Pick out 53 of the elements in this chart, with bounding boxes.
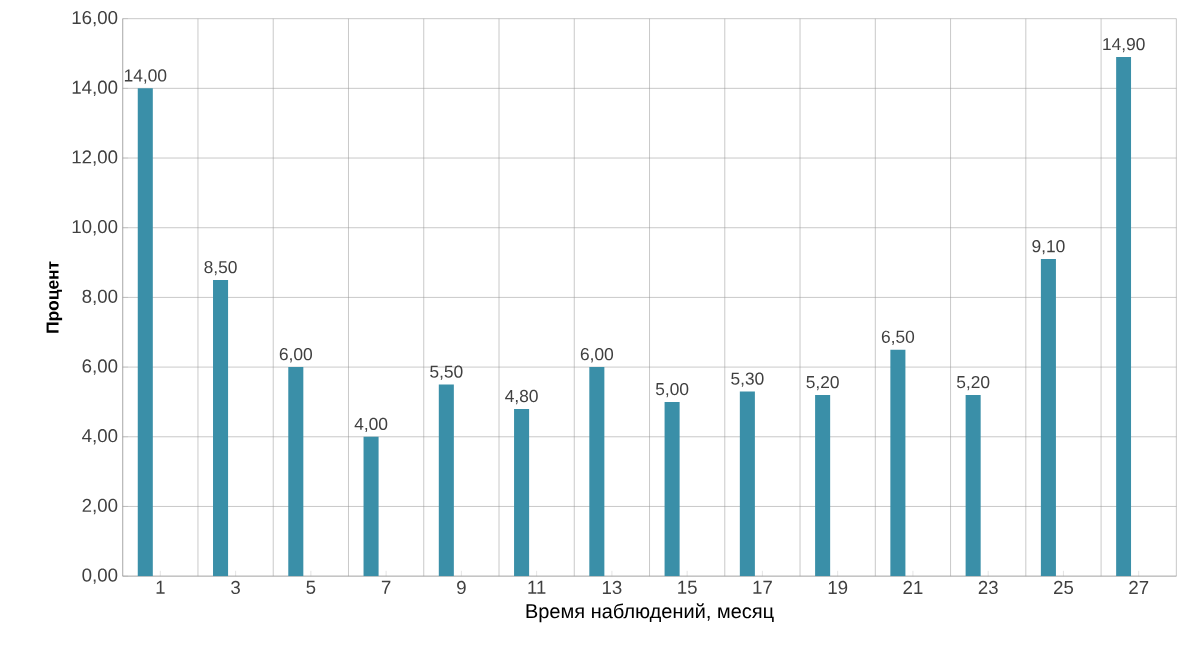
bar [664, 402, 680, 577]
y-tick-label: 2,00 [82, 498, 118, 515]
data-label: 6,00 [580, 348, 614, 363]
y-tick-label: 0,00 [82, 568, 118, 584]
x-tick-label: 19 [828, 580, 848, 595]
x-tick-label: 13 [602, 580, 622, 595]
bar [1040, 259, 1056, 577]
y-tick-label: 6,00 [82, 359, 118, 375]
x-tick-label: 17 [753, 580, 772, 594]
data-label: 14,00 [124, 69, 167, 84]
bar [438, 384, 454, 577]
bar [815, 395, 831, 577]
bar [137, 88, 153, 577]
x-tick-label: 1 [156, 580, 165, 594]
data-label: 5,50 [430, 365, 463, 380]
x-tick-label: 7 [381, 580, 391, 594]
bar [213, 280, 229, 577]
x-tick-label: 15 [678, 580, 697, 594]
data-label: 4,00 [354, 417, 388, 433]
data-label: 5,20 [956, 376, 990, 391]
bar [965, 395, 981, 577]
data-label: 5,00 [655, 382, 689, 398]
x-tick-label: 23 [978, 580, 998, 595]
data-label: 9,10 [1032, 240, 1065, 255]
x-axis-title: Время наблюдений, месяц [526, 603, 774, 623]
y-tick-label: 14,00 [72, 80, 118, 97]
y-axis-title: Процент [46, 261, 63, 333]
bar [363, 436, 379, 577]
y-tick-label: 4,00 [82, 429, 118, 445]
bar [589, 367, 605, 577]
x-tick-label: 25 [1054, 580, 1074, 595]
x-tick-label: 5 [306, 580, 316, 594]
x-tick-label: 27 [1129, 580, 1149, 594]
y-tick-label: 10,00 [72, 220, 118, 236]
data-label: 5,20 [806, 376, 839, 391]
y-tick-label: 16,00 [72, 11, 118, 27]
bar [890, 349, 906, 577]
data-label: 6,00 [279, 348, 313, 363]
y-tick-label: 8,00 [82, 289, 118, 306]
data-label: 14,90 [1103, 38, 1145, 53]
data-label: 5,30 [731, 372, 764, 387]
x-tick-label: 21 [903, 580, 923, 594]
x-tick-label: 9 [457, 580, 466, 595]
bar [288, 367, 304, 577]
bar [514, 408, 530, 577]
data-label: 4,80 [505, 389, 538, 405]
data-label: 8,50 [204, 261, 237, 276]
data-label: 6,50 [881, 330, 915, 346]
bar [739, 391, 755, 577]
x-tick-label: 3 [231, 580, 240, 595]
x-tick-label: 11 [528, 580, 546, 594]
bar [1116, 57, 1132, 577]
y-tick-label: 12,00 [72, 150, 118, 166]
